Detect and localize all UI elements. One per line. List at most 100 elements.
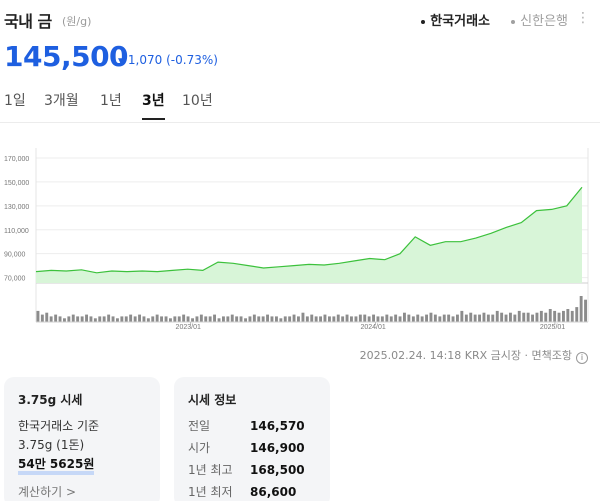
volume-bar bbox=[217, 318, 221, 322]
volume-bar bbox=[314, 316, 318, 322]
series-area bbox=[36, 187, 582, 283]
price-chart[interactable]: 170,000 150,000 130,000 110,000 90,000 70,000… bbox=[0, 140, 600, 340]
volume-bar bbox=[124, 316, 128, 322]
dot-icon bbox=[511, 19, 516, 24]
gram-card-amount: 54만 5625원 bbox=[18, 457, 95, 475]
tab-1y[interactable]: 1년 bbox=[100, 93, 122, 109]
volume-bar bbox=[526, 312, 530, 322]
volume-bar bbox=[332, 316, 336, 322]
volume-bar bbox=[464, 314, 468, 322]
info-row-prev-close: 전일 146,570 bbox=[188, 417, 318, 434]
volume-bar bbox=[456, 314, 459, 322]
volume-bar bbox=[173, 316, 177, 322]
tab-divider bbox=[0, 122, 600, 123]
page-title: 국내 금 bbox=[4, 12, 52, 31]
more-vertical-icon[interactable]: ⋮ bbox=[576, 10, 590, 26]
info-row-52w-low: 1년 최저 86,600 bbox=[188, 483, 318, 500]
volume-bar bbox=[235, 316, 239, 322]
volume-bar bbox=[429, 312, 433, 322]
volume-bar bbox=[363, 314, 367, 322]
down-arrow-icon: ▼ bbox=[118, 57, 125, 67]
volume-bar bbox=[548, 309, 552, 322]
volume-bar bbox=[350, 316, 353, 322]
y-tick-label: 150,000 bbox=[4, 180, 29, 187]
volume-bar bbox=[297, 316, 300, 322]
volume-bar bbox=[336, 314, 340, 322]
unit-label: (원/g) bbox=[62, 15, 92, 28]
volume-bar bbox=[509, 312, 512, 322]
volume-bar bbox=[522, 312, 526, 322]
volume-bar bbox=[460, 310, 464, 322]
volume-bar bbox=[213, 314, 216, 322]
volume-bar bbox=[71, 314, 75, 322]
volume-bar bbox=[116, 318, 119, 322]
gram-card-amount-wrap: 54만 5625원 bbox=[18, 455, 95, 475]
volume-bar bbox=[553, 310, 557, 322]
volume-bar bbox=[270, 316, 274, 322]
info-row-label: 1년 최저 bbox=[188, 485, 233, 499]
y-tick-label: 70,000 bbox=[4, 276, 26, 283]
volume-bar bbox=[389, 316, 393, 322]
volume-bar bbox=[486, 314, 490, 322]
y-tick-label: 130,000 bbox=[4, 204, 29, 211]
source-krx-tab[interactable]: 한국거래소 bbox=[421, 10, 490, 29]
info-row-value: 146,570 bbox=[250, 419, 305, 433]
volume-bar bbox=[129, 314, 133, 322]
volume-bar bbox=[416, 314, 420, 322]
volume-bar bbox=[93, 318, 97, 322]
volume-bar bbox=[500, 312, 504, 322]
data-source-note: 2025.02.24. 14:18 KRX 금시장 · 면책조항 i bbox=[360, 347, 588, 364]
volume-bar bbox=[222, 316, 225, 322]
info-card-title: 시세 정보 bbox=[188, 393, 237, 407]
volume-bar bbox=[107, 314, 111, 322]
volume-bar bbox=[54, 314, 58, 322]
volume-bar bbox=[482, 312, 486, 322]
volume-bar bbox=[58, 316, 62, 322]
x-tick-label: 2024/01 bbox=[360, 324, 385, 331]
tab-1d[interactable]: 1일 bbox=[4, 93, 26, 109]
info-row-open: 시가 146,900 bbox=[188, 439, 318, 456]
volume-bar bbox=[442, 314, 446, 322]
info-row-value: 146,900 bbox=[250, 441, 305, 455]
volume-bar bbox=[257, 316, 261, 322]
info-row-52w-high: 1년 최고 168,500 bbox=[188, 461, 318, 478]
tab-3m[interactable]: 3개월 bbox=[44, 93, 79, 109]
x-tick-label: 2023/01 bbox=[176, 324, 201, 331]
source-shinhan-tab[interactable]: 신한은행 bbox=[511, 10, 568, 29]
volume-bar bbox=[98, 316, 102, 322]
volume-bar bbox=[566, 309, 570, 322]
volume-bar bbox=[394, 314, 398, 322]
volume-bar bbox=[186, 316, 190, 322]
y-tick-label: 170,000 bbox=[4, 156, 29, 163]
volume-bar bbox=[495, 310, 499, 322]
info-row-label: 전일 bbox=[188, 419, 211, 433]
volume-bar bbox=[433, 314, 437, 322]
volume-bar bbox=[169, 318, 172, 322]
volume-bar bbox=[36, 310, 40, 322]
info-circle-icon[interactable]: i bbox=[576, 352, 588, 364]
tab-3y[interactable]: 3년 bbox=[142, 90, 165, 120]
volume-bar bbox=[208, 316, 212, 322]
volume-bar bbox=[151, 316, 155, 322]
volume-bar bbox=[310, 314, 314, 322]
volume-bar bbox=[261, 316, 265, 322]
volume-bar bbox=[146, 318, 150, 322]
volume-bar bbox=[584, 299, 587, 322]
volume-bar bbox=[407, 314, 411, 322]
volume-bar bbox=[191, 318, 194, 322]
volume-bar bbox=[138, 314, 141, 322]
tab-10y[interactable]: 10년 bbox=[182, 93, 213, 109]
volume-bar bbox=[539, 310, 543, 322]
volume-bar bbox=[376, 316, 380, 322]
gram-price-card: 3.75g 시세 한국거래소 기준 3.75g (1돈) 54만 5625원 계… bbox=[4, 377, 160, 501]
calculate-link[interactable]: 계산하기 > bbox=[18, 485, 77, 499]
volume-bar bbox=[411, 316, 415, 322]
current-price: 145,500 bbox=[4, 40, 129, 73]
gram-card-title: 3.75g 시세 bbox=[18, 393, 83, 407]
volume-bar bbox=[367, 316, 371, 322]
volume-bar bbox=[562, 310, 565, 322]
volume-bar bbox=[504, 314, 508, 322]
volume-bar bbox=[230, 314, 234, 322]
volume-bar bbox=[358, 314, 362, 322]
volume-bar bbox=[513, 314, 517, 322]
